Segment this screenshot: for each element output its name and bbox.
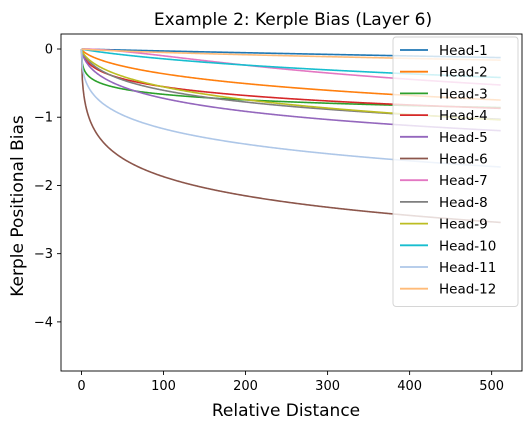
legend-label: Head-10	[439, 238, 496, 254]
y-tick-label: −2	[34, 179, 53, 194]
y-axis-label: Kerple Positional Bias	[8, 115, 28, 297]
x-axis-label: Relative Distance	[212, 401, 360, 421]
x-tick-label: 500	[479, 379, 504, 394]
legend-label: Head-7	[439, 173, 488, 189]
legend-label: Head-5	[439, 130, 488, 146]
legend-label: Head-12	[439, 282, 496, 298]
legend-label: Head-4	[439, 108, 488, 124]
chart-title: Example 2: Kerple Bias (Layer 6)	[154, 10, 432, 30]
legend-label: Head-6	[439, 152, 488, 168]
legend-box	[392, 36, 519, 307]
y-tick-label: −3	[34, 247, 53, 262]
legend-label: Head-11	[439, 260, 496, 276]
x-tick-label: 300	[315, 379, 340, 394]
legend-label: Head-1	[439, 43, 488, 59]
y-tick-label: 0	[45, 43, 53, 58]
x-tick-label: 100	[151, 379, 176, 394]
legend: Head-1 Head-2 Head-3 Head-4 Head-5 Head-6 Head…	[392, 36, 519, 307]
x-tick-label: 0	[77, 379, 85, 394]
legend-label: Head-9	[439, 217, 488, 233]
x-tick-label: 200	[233, 379, 258, 394]
axes-frame	[60, 33, 523, 372]
x-tick-label: 400	[397, 379, 422, 394]
legend-label: Head-2	[439, 65, 488, 81]
legend-label: Head-3	[439, 86, 488, 102]
plot-area: 0 100 200 300 400 5000−1−2−3−4Head-1Head-2Hea…	[34, 33, 523, 394]
y-tick-label: −1	[34, 111, 53, 126]
y-tick-label: −4	[34, 315, 53, 330]
legend-label: Head-8	[439, 195, 488, 211]
